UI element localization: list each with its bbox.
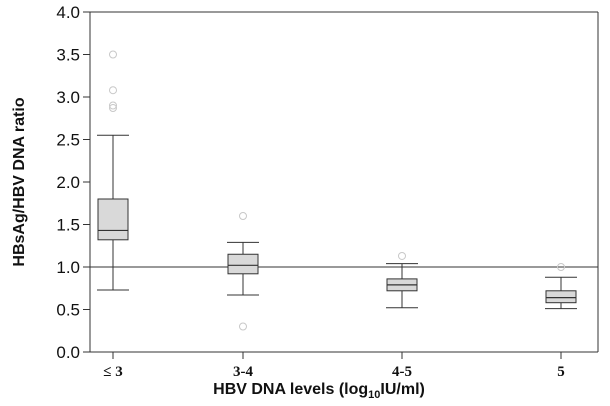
plot-frame <box>89 11 599 353</box>
y-tick-label: 3.0 <box>56 88 80 107</box>
outlier-point <box>239 212 247 220</box>
iqr-box <box>227 253 259 275</box>
box-3 <box>386 251 418 309</box>
y-tick-label: 1.0 <box>56 258 80 277</box>
x-tick-label: 4-5 <box>392 364 412 380</box>
y-axis-ticks: 0.0 0.5 1.0 1.5 2.0 2.5 3.0 3.5 4.0 <box>56 3 90 362</box>
x-tick-label: 5 <box>557 364 565 380</box>
box-1 <box>97 50 129 291</box>
x-tick-label: 3-4 <box>233 364 253 380</box>
outlier-point <box>109 104 117 113</box>
y-tick-label: 0.5 <box>56 301 80 320</box>
y-tick-label: 2.0 <box>56 173 80 192</box>
box-2 <box>227 212 259 331</box>
y-tick-label: 0.0 <box>56 343 80 362</box>
outlier-point <box>109 86 117 95</box>
outlier-point <box>239 322 247 331</box>
y-axis-title: HBsAg/HBV DNA ratio <box>11 97 28 266</box>
iqr-box <box>545 290 577 304</box>
x-axis-title-prefix: HBV DNA levels (log <box>213 381 368 398</box>
y-tick-label: 2.5 <box>56 131 80 150</box>
outlier-point <box>109 101 117 110</box>
box-series <box>97 50 577 331</box>
x-axis-title-subscript: 10 <box>368 389 380 401</box>
x-axis-title: HBV DNA levels (log10IU/ml) <box>213 381 425 401</box>
x-tick-label: ≤ 3 <box>103 364 122 380</box>
y-tick-label: 4.0 <box>56 3 80 22</box>
box-4 <box>545 263 577 310</box>
x-axis-title-suffix: IU/ml) <box>380 381 424 398</box>
y-tick-label: 1.5 <box>56 216 80 235</box>
iqr-box <box>97 198 129 241</box>
y-tick-label: 3.5 <box>56 46 80 65</box>
outlier-point <box>557 263 565 271</box>
outlier-point <box>398 251 406 260</box>
x-axis-ticks: ≤ 3 3-4 4-5 5 <box>103 352 565 380</box>
outlier-point <box>109 50 117 59</box>
